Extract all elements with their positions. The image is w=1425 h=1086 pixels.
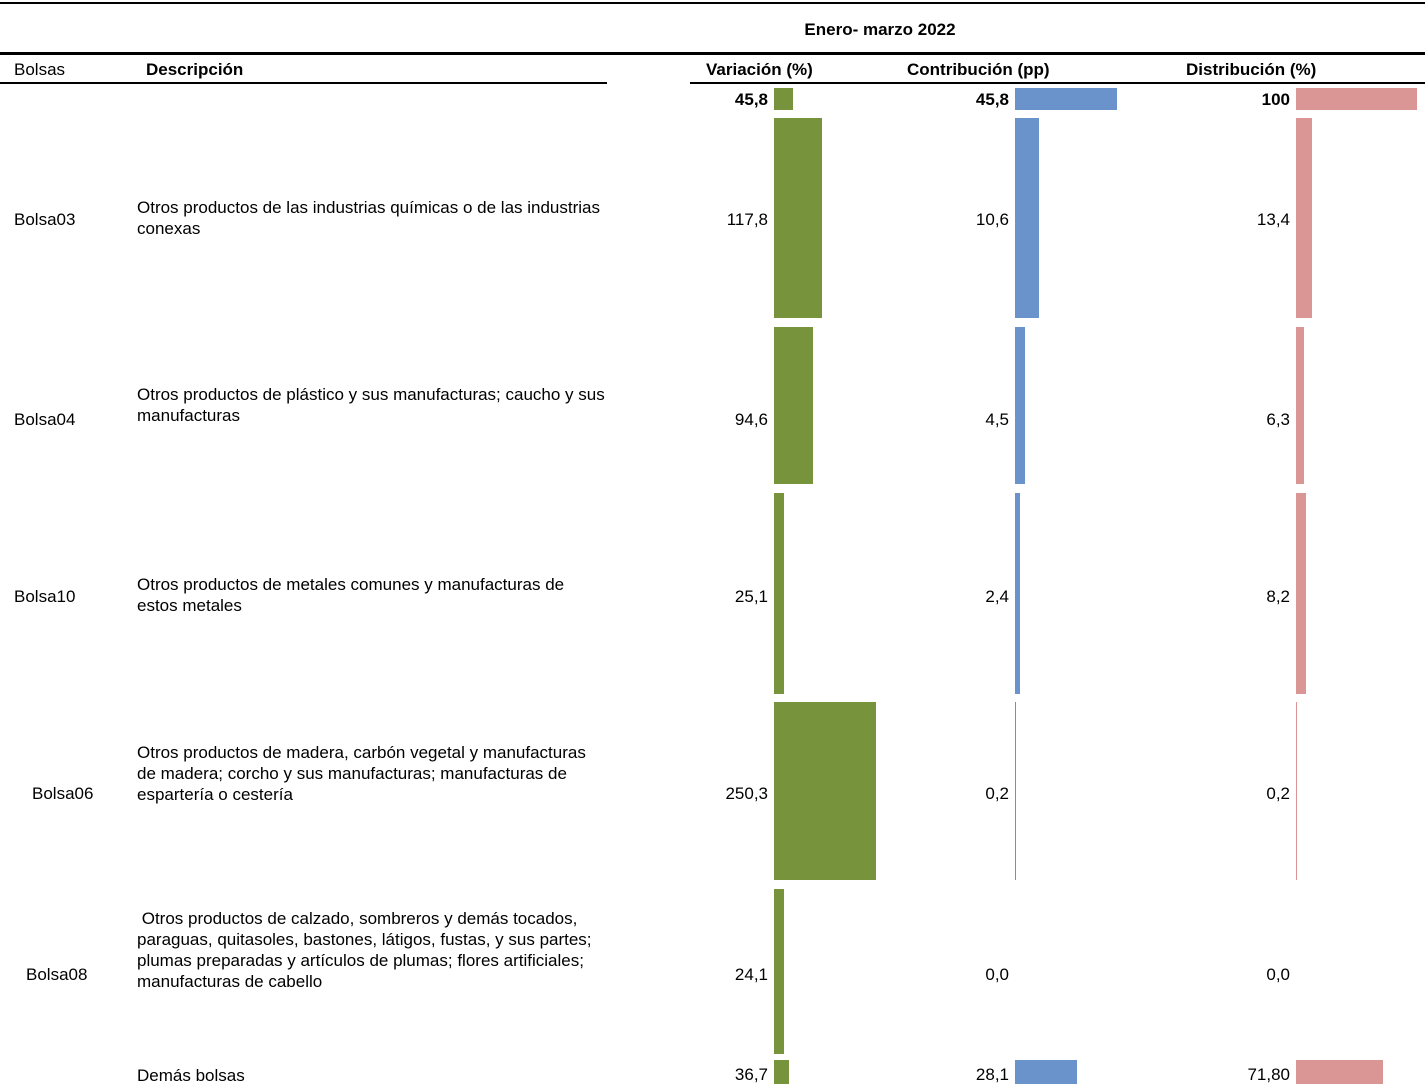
row-variacion-bar (774, 118, 823, 318)
row-variacion-value: 94,6 (734, 410, 768, 429)
row-distribucion-bar (1296, 327, 1304, 484)
row-distribucion-bar (1296, 1060, 1383, 1084)
row-variacion-bar (774, 702, 877, 880)
row-contribucion-value: 10,6 (975, 210, 1009, 229)
row-descripcion: Otros productos de calzado, sombreros y … (137, 909, 597, 991)
row-contribucion-bar (1015, 327, 1025, 484)
row-variacion-bar (774, 1060, 789, 1084)
row-contribucion-value: 4,5 (985, 410, 1009, 429)
row-descripcion: Demás bolsas (137, 1066, 245, 1085)
row-contribucion-value: 2,4 (985, 587, 1009, 606)
header-rule-top (0, 52, 1425, 55)
header-rule-bottom-left (0, 82, 607, 84)
row-descripcion: Otros productos de plástico y sus manufa… (137, 385, 605, 425)
row-bolsa: Bolsa03 (14, 210, 76, 229)
row-variacion-value: 117,8 (726, 210, 768, 229)
row-distribucion-value: 13,4 (1256, 210, 1290, 229)
row-contribucion-value: 0,0 (985, 965, 1009, 984)
row-descripcion: Otros productos de madera, carbón vegeta… (137, 743, 586, 804)
total-distribucion-value: 100 (1261, 90, 1290, 109)
row-contribucion-value: 28,1 (975, 1065, 1009, 1084)
row-distribucion-value: 8,2 (1266, 587, 1290, 606)
row-bolsa: Bolsa08 (26, 965, 88, 984)
row-contribucion-bar (1015, 118, 1039, 318)
header-distribucion: Distribución (%) (1186, 60, 1317, 79)
row-variacion-value: 25,1 (734, 587, 768, 606)
total-distribucion-bar (1296, 88, 1417, 110)
total-contribucion-value: 45,8 (975, 90, 1009, 109)
row-descripcion: Otros productos de las industrias químic… (137, 198, 601, 238)
header-rule-bottom-right (690, 82, 1425, 84)
row-variacion-value: 36,7 (734, 1065, 768, 1084)
header-bolsas: Bolsas (14, 60, 66, 79)
row-distribucion-bar (1296, 702, 1297, 880)
total-contribucion-bar (1015, 88, 1117, 110)
row-distribucion-value: 0,2 (1266, 784, 1290, 803)
row-bolsa: Bolsa06 (32, 784, 94, 803)
row-variacion-value: 250,3 (725, 784, 768, 803)
row-contribucion-bar (1015, 702, 1016, 880)
row-contribucion-bar (1015, 493, 1021, 694)
row-bolsa: Bolsa04 (14, 410, 76, 429)
top-rule (0, 2, 1425, 4)
row-variacion-bar (774, 327, 813, 484)
header-contribucion: Contribución (pp) (907, 60, 1050, 79)
row-bolsa: Bolsa10 (14, 587, 76, 606)
total-variacion-bar (774, 88, 793, 110)
period-title: Enero- marzo 2022 (804, 20, 956, 39)
row-distribucion-value: 0,0 (1266, 965, 1290, 984)
row-contribucion-bar (1015, 1060, 1078, 1084)
total-variacion-value: 45,8 (734, 90, 768, 109)
header-descripcion: Descripción (146, 60, 244, 79)
row-variacion-bar (774, 889, 784, 1054)
row-variacion-bar (774, 493, 785, 694)
row-distribucion-bar (1296, 118, 1313, 318)
header-variacion: Variación (%) (706, 60, 813, 79)
row-descripcion: Otros productos de metales comunes y man… (137, 575, 565, 615)
row-distribucion-bar (1296, 493, 1306, 694)
row-variacion-value: 24,1 (734, 965, 768, 984)
row-distribucion-value: 71,80 (1247, 1065, 1290, 1084)
row-distribucion-value: 6,3 (1266, 410, 1290, 429)
row-contribucion-value: 0,2 (985, 784, 1009, 803)
